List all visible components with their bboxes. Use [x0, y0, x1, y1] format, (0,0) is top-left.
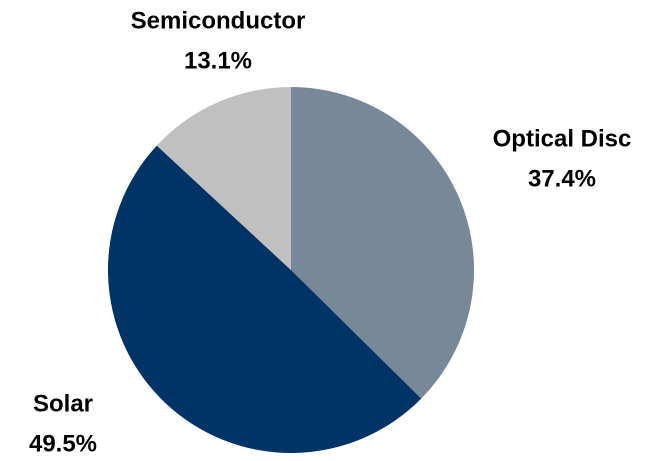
pie-slice [156, 87, 291, 270]
slice-name-label: Solar [33, 390, 93, 417]
slice-value-label: 37.4% [528, 165, 596, 192]
pie-slice [108, 145, 422, 453]
pie-slice [291, 87, 474, 399]
slice-name-label: Optical Disc [493, 125, 632, 152]
slice-name-label: Semiconductor [131, 7, 306, 34]
slice-value-label: 13.1% [184, 47, 252, 74]
slice-value-label: 49.5% [29, 430, 97, 456]
